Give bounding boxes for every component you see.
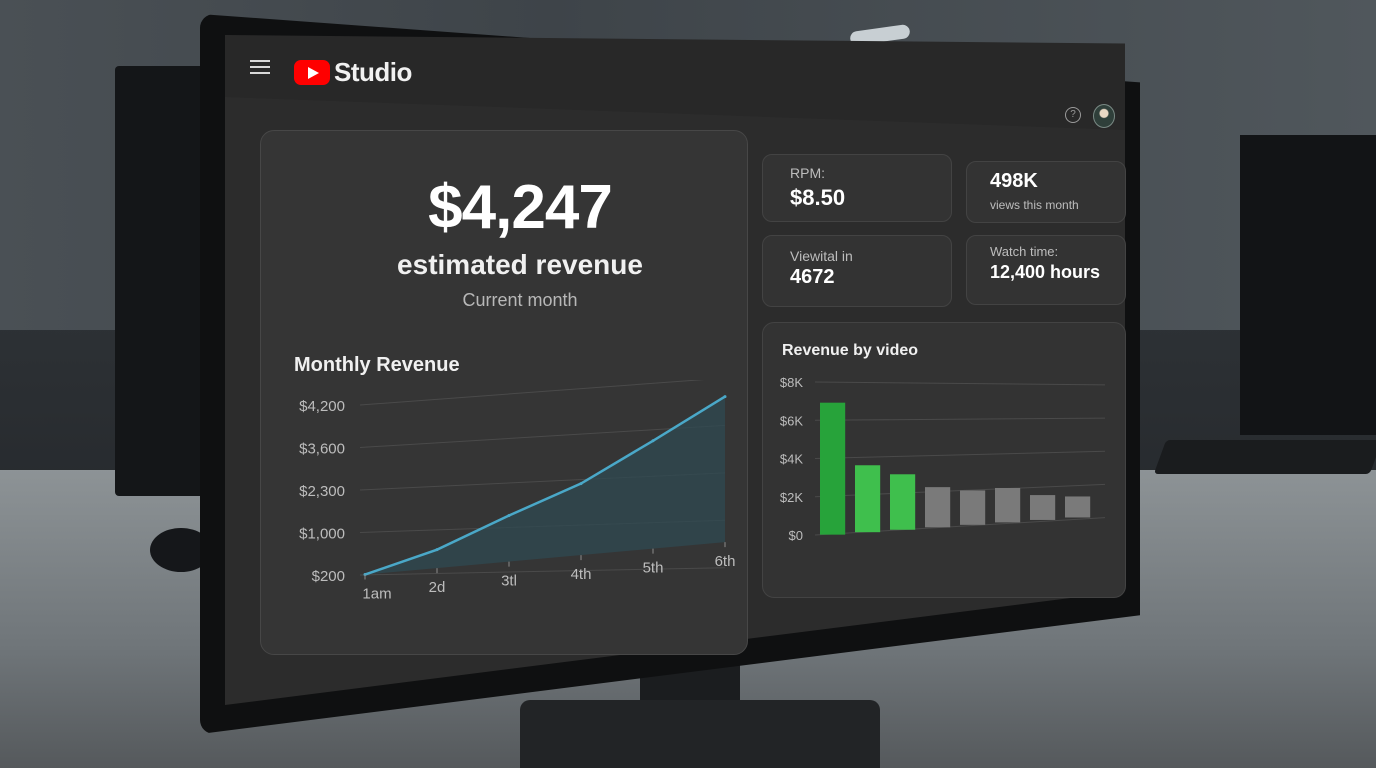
logo-text: Studio xyxy=(334,57,412,87)
y-tick-label: $1,000 xyxy=(299,526,345,543)
background-monitor-right xyxy=(1240,135,1376,435)
bar[interactable] xyxy=(995,487,1021,523)
monitor-stand-base xyxy=(520,700,880,768)
revenue-by-video-chart: $8K $6K $4K $2K $0 xyxy=(780,375,1106,543)
help-icon[interactable]: ? xyxy=(1065,107,1081,123)
stat-card-3[interactable]: Viewital in 4672 xyxy=(762,235,952,307)
revenue-period-label: Current month xyxy=(462,290,578,310)
y-tick-label: $0 xyxy=(789,528,803,543)
rpm-card[interactable]: RPM: $8.50 xyxy=(762,154,952,222)
x-tick-label: 4th xyxy=(571,566,592,583)
revenue-line xyxy=(364,395,726,576)
y-tick-label: $8K xyxy=(780,375,803,390)
x-tick-label: 3tl xyxy=(501,573,517,590)
data-point xyxy=(363,573,367,577)
y-tick-label: $6K xyxy=(780,413,803,428)
y-tick-label: $200 xyxy=(312,568,345,585)
gridline xyxy=(359,380,705,406)
revenue-by-video-card xyxy=(762,322,1126,598)
y-tick-label: $2,300 xyxy=(299,483,345,500)
data-point xyxy=(651,439,655,443)
studio-logo[interactable]: Studio xyxy=(294,57,412,88)
monthly-revenue-chart: $4,200 $3,600 $2,300 $1,000 $200 1am 2d 3tl 4th 5… xyxy=(299,380,736,603)
background-keyboard xyxy=(1153,440,1376,474)
data-point xyxy=(579,482,583,486)
x-tick-label: 6th xyxy=(715,553,736,570)
avatar[interactable] xyxy=(1093,104,1115,128)
gridline xyxy=(814,381,1106,386)
watch-time-label: Watch time: xyxy=(990,244,1059,259)
x-tick-label: 2d xyxy=(429,579,446,596)
data-point xyxy=(435,548,439,552)
y-tick-label: $3,600 xyxy=(299,441,345,458)
x-tick-label: 1am xyxy=(362,586,391,603)
bar[interactable] xyxy=(925,487,951,528)
estimated-revenue-amount: $4,247 xyxy=(428,173,613,242)
monthly-revenue-title: Monthly Revenue xyxy=(294,354,460,376)
data-point xyxy=(507,514,511,518)
views-card[interactable]: 498K views this month xyxy=(966,161,1126,223)
gridline xyxy=(814,450,1106,459)
hamburger-icon[interactable] xyxy=(250,60,270,74)
gridline xyxy=(814,417,1106,421)
stat-3-label: Viewital in xyxy=(790,248,853,264)
rpm-value: $8.50 xyxy=(790,185,846,210)
y-tick-label: $4K xyxy=(780,452,803,467)
views-value: 498K xyxy=(990,170,1038,192)
bar[interactable] xyxy=(855,465,881,533)
watch-time-card[interactable]: Watch time: 12,400 hours xyxy=(966,235,1126,305)
x-tick-label: 5th xyxy=(643,560,664,577)
bar[interactable] xyxy=(1065,496,1091,518)
y-tick-label: $4,200 xyxy=(299,398,345,415)
bar[interactable] xyxy=(960,490,986,525)
youtube-play-icon xyxy=(294,60,330,85)
estimated-revenue-label: estimated revenue xyxy=(397,249,643,280)
gridline xyxy=(359,567,726,576)
revenue-card xyxy=(260,130,748,655)
revenue-by-video-title: Revenue by video xyxy=(782,342,919,359)
data-point xyxy=(723,395,727,399)
stat-3-value: 4672 xyxy=(790,266,835,288)
bar[interactable] xyxy=(820,402,846,535)
bar[interactable] xyxy=(890,474,916,530)
gridline xyxy=(359,424,726,448)
views-label: views this month xyxy=(990,198,1079,212)
watch-time-value: 12,400 hours xyxy=(990,262,1101,282)
revenue-area-fill xyxy=(365,396,725,575)
bar[interactable] xyxy=(1030,495,1056,520)
rpm-label: RPM: xyxy=(790,165,825,181)
y-tick-label: $2K xyxy=(780,490,803,505)
